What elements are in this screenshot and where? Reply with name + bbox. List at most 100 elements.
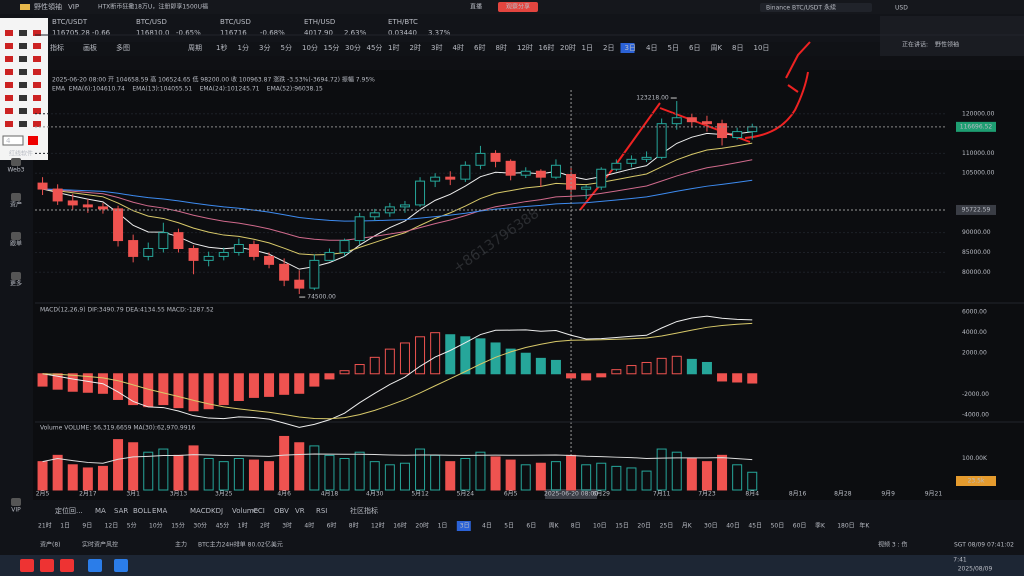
bottom-period[interactable]: 21时 xyxy=(38,522,52,530)
bottom-period[interactable]: 3时 xyxy=(282,522,292,530)
sub-indicator[interactable]: OBV xyxy=(274,507,289,515)
tool-item[interactable]: 指标 xyxy=(50,43,64,52)
period[interactable]: 5日 xyxy=(668,44,679,52)
draw-tool[interactable] xyxy=(5,43,13,49)
sidebar-icon[interactable] xyxy=(11,498,21,506)
period[interactable]: 1日 xyxy=(582,44,593,52)
period[interactable]: 12时 xyxy=(517,43,533,52)
taskbar-icon[interactable] xyxy=(88,559,102,572)
draw-tool[interactable] xyxy=(5,56,13,62)
sub-indicator[interactable]: CCI xyxy=(253,507,265,515)
bottom-period[interactable]: 4日 xyxy=(482,523,492,530)
period[interactable]: 8日 xyxy=(732,44,743,52)
bottom-period[interactable]: 45日 xyxy=(748,523,762,530)
bottom-period[interactable]: 季K xyxy=(815,522,826,530)
bottom-period[interactable]: 6时 xyxy=(327,522,337,530)
bottom-period[interactable]: 60日 xyxy=(793,523,807,530)
period[interactable]: 16时 xyxy=(539,43,555,52)
bottom-period[interactable]: 年K xyxy=(859,522,870,530)
sub-indicator[interactable]: RSI xyxy=(316,507,327,515)
draw-tool[interactable] xyxy=(33,69,41,75)
bottom-period[interactable]: 10日 xyxy=(593,523,607,530)
sub-indicator[interactable]: KDJ xyxy=(211,507,223,515)
draw-tool[interactable] xyxy=(33,121,41,127)
bottom-period[interactable]: 25日 xyxy=(660,523,674,530)
period[interactable]: 4日 xyxy=(646,44,657,52)
bottom-period[interactable]: 30日 xyxy=(704,523,718,530)
risk[interactable]: 实时资产风控 xyxy=(82,541,118,549)
draw-tool[interactable] xyxy=(33,56,41,62)
period[interactable]: 10分 xyxy=(302,43,318,52)
draw-tool[interactable] xyxy=(33,43,41,49)
ticker-name[interactable]: BTC/USDT xyxy=(52,18,88,26)
period[interactable]: 15分 xyxy=(324,43,340,52)
draw-tool[interactable] xyxy=(5,30,13,36)
period[interactable]: 1时 xyxy=(388,43,399,52)
ticker-name[interactable]: ETH/USD xyxy=(304,18,335,26)
draw-tool[interactable] xyxy=(5,108,13,114)
period[interactable]: 1分 xyxy=(238,43,249,52)
bottom-period[interactable]: 8日 xyxy=(571,523,581,530)
bottom-period[interactable]: 9日 xyxy=(82,523,92,530)
draw-tool[interactable] xyxy=(19,56,27,62)
period[interactable]: 2时 xyxy=(410,43,421,52)
period[interactable]: 6时 xyxy=(474,43,485,52)
bottom-period[interactable]: 月K xyxy=(682,523,693,530)
indicator[interactable]: MA xyxy=(95,507,106,515)
period-select[interactable]: 周期 xyxy=(188,44,202,52)
search[interactable]: Binance BTC/USDT 永续 xyxy=(766,4,836,12)
draw-tool[interactable] xyxy=(19,121,27,127)
community[interactable]: 社区指标 xyxy=(350,506,378,515)
bottom-period[interactable]: 16时 xyxy=(393,522,407,530)
sidebar-icon[interactable] xyxy=(11,158,21,166)
taskbar-icon[interactable] xyxy=(114,559,128,572)
bottom-period[interactable]: 周K xyxy=(549,523,560,530)
tool-item[interactable]: 多图 xyxy=(116,43,130,52)
bottom-period[interactable]: 1日 xyxy=(438,523,448,530)
sub-indicator[interactable]: VR xyxy=(295,507,305,515)
draw-tool[interactable] xyxy=(19,95,27,101)
bottom-period[interactable]: 50日 xyxy=(771,523,785,530)
bottom-period[interactable]: 6日 xyxy=(526,523,536,530)
bottom-period[interactable]: 1日 xyxy=(60,523,70,530)
draw-tool[interactable] xyxy=(19,30,27,36)
indicator[interactable]: SAR xyxy=(114,507,128,515)
indicator[interactable]: EMA xyxy=(152,507,167,515)
draw-tool[interactable] xyxy=(5,82,13,88)
draw-tool[interactable] xyxy=(19,69,27,75)
taskbar-icon[interactable] xyxy=(40,559,54,572)
bottom-period[interactable]: 20时 xyxy=(415,522,429,530)
period[interactable]: 3时 xyxy=(431,43,442,52)
bottom-period[interactable]: 20日 xyxy=(637,523,651,530)
bottom-period[interactable]: 45分 xyxy=(216,522,230,530)
bottom-period[interactable]: 5日 xyxy=(504,523,514,530)
draw-tool[interactable] xyxy=(33,95,41,101)
sub-indicator[interactable]: Volume xyxy=(232,507,258,515)
bottom-period[interactable]: 3日 xyxy=(460,523,470,530)
ticker-name[interactable]: ETH/BTC xyxy=(388,18,418,26)
ticker-name[interactable]: BTC/USD xyxy=(220,18,251,26)
period[interactable]: 3分 xyxy=(259,43,270,52)
period[interactable]: 4时 xyxy=(453,43,464,52)
draw-tool[interactable] xyxy=(33,82,41,88)
sidebar-icon[interactable] xyxy=(11,193,21,201)
period[interactable]: 10日 xyxy=(754,44,770,52)
bottom-period[interactable]: 2时 xyxy=(260,522,270,530)
bottom-period[interactable]: 12日 xyxy=(105,523,119,530)
bottom-period[interactable]: 5分 xyxy=(127,522,137,530)
share[interactable]: 观察分享 xyxy=(506,3,530,11)
sidebar-icon[interactable] xyxy=(11,232,21,240)
period[interactable]: 8时 xyxy=(496,43,507,52)
period[interactable]: 5分 xyxy=(281,43,292,52)
bottom-period[interactable]: 10分 xyxy=(149,522,163,530)
ticker-name[interactable]: BTC/USD xyxy=(136,18,167,26)
period[interactable]: 30分 xyxy=(345,43,361,52)
bottom-period[interactable]: 12时 xyxy=(371,522,385,530)
bottom-period[interactable]: 8时 xyxy=(349,522,359,530)
draw-tool[interactable] xyxy=(33,30,41,36)
indicator[interactable]: BOLL xyxy=(133,507,151,515)
draw-tool[interactable] xyxy=(5,121,13,127)
tool-item[interactable]: 画板 xyxy=(83,43,97,52)
draw-tool[interactable] xyxy=(5,95,13,101)
period[interactable]: 20时 xyxy=(560,43,576,52)
